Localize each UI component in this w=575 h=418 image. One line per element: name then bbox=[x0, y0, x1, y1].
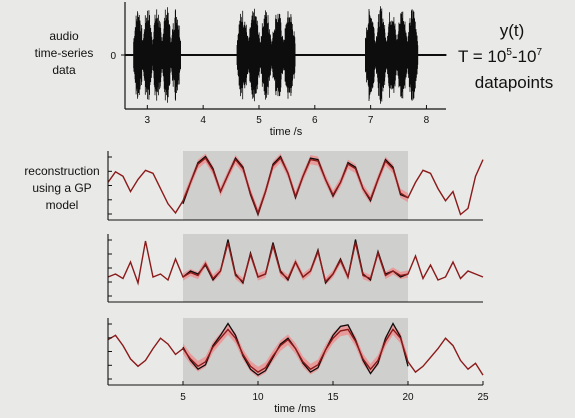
datapoint-count: T = 105-107 bbox=[458, 47, 543, 66]
signal-symbol: y(t) bbox=[500, 21, 525, 40]
reconstruction-2-model-line bbox=[107, 240, 484, 286]
audio-x-axis-label: time /s bbox=[270, 126, 303, 138]
x-tick-label: 15 bbox=[327, 392, 339, 403]
count-dash: -10 bbox=[512, 47, 537, 66]
audio-label: audio time-series data bbox=[35, 29, 94, 77]
audio-x-tick-label: 7 bbox=[368, 115, 374, 126]
datapoint-unit: datapoints bbox=[475, 73, 553, 92]
reconstruction-1-uncertainty-band bbox=[183, 153, 408, 218]
reconstruction-label-line-3: model bbox=[46, 198, 79, 212]
x-tick-label: 25 bbox=[477, 392, 489, 403]
reconstruction-label-line-1: reconstruction bbox=[24, 164, 99, 178]
reconstruction-3-uncertainty-band bbox=[183, 324, 408, 378]
audio-waveform bbox=[124, 6, 447, 104]
audio-label-line-1: audio bbox=[49, 29, 79, 43]
audio-label-line-3: data bbox=[52, 63, 76, 77]
reconstruction-label-line-2: using a GP bbox=[32, 181, 91, 195]
audio-chart: 0 3 4 5 6 7 8 time /s bbox=[110, 2, 447, 138]
reconstruction-chart-2 bbox=[107, 234, 484, 303]
audio-y-tick-label-0: 0 bbox=[110, 51, 116, 62]
audio-x-tick-label: 4 bbox=[200, 115, 206, 126]
reconstruction-3-model-line bbox=[107, 328, 484, 376]
x-tick-label: 10 bbox=[252, 392, 264, 403]
audio-label-line-2: time-series bbox=[35, 46, 94, 60]
count-prefix: T = 10 bbox=[458, 47, 506, 66]
count-exponent-2: 7 bbox=[536, 47, 542, 58]
reconstruction-1-observed-window bbox=[183, 151, 408, 220]
x-tick-label: 20 bbox=[402, 392, 414, 403]
audio-x-ticks: 3 4 5 6 7 8 bbox=[145, 105, 430, 126]
reconstruction-chart-1 bbox=[107, 151, 484, 221]
reconstruction-3-x-ticks: 5 10 15 20 25 bbox=[180, 381, 489, 403]
audio-x-tick-label: 8 bbox=[424, 115, 430, 126]
audio-x-tick-label: 6 bbox=[312, 115, 318, 126]
formula: y(t) T = 105-107 datapoints bbox=[458, 21, 553, 92]
reconstruction-label: reconstruction using a GP model bbox=[24, 164, 99, 212]
reconstruction-3-x-axis-label: time /ms bbox=[274, 403, 316, 415]
reconstruction-1-model-line bbox=[107, 156, 484, 216]
audio-x-tick-label: 5 bbox=[256, 115, 262, 126]
audio-waveform-path bbox=[124, 6, 447, 104]
x-tick-label: 5 bbox=[180, 392, 186, 403]
audio-x-tick-label: 3 bbox=[145, 115, 151, 126]
count-exponent-1: 5 bbox=[506, 47, 512, 58]
reconstruction-chart-3: 5 10 15 20 25 time /ms bbox=[107, 318, 489, 415]
